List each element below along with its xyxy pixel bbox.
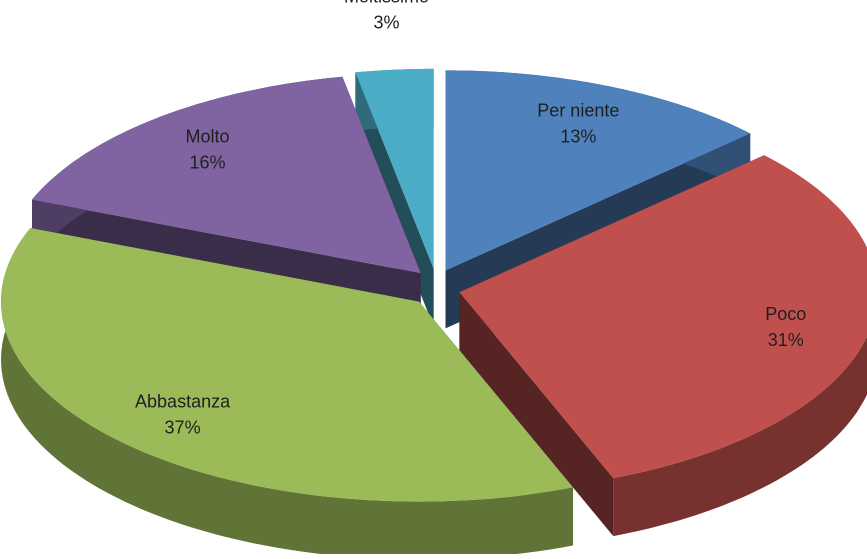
slice-value-label: 37%: [165, 417, 201, 437]
slice: [445, 70, 751, 271]
slice-label: Moltissimo: [344, 0, 429, 7]
slice-value-label: 16%: [190, 153, 226, 173]
slice: [355, 68, 434, 269]
slice: [459, 155, 867, 479]
slice: [32, 76, 421, 274]
slice-label: Molto: [186, 127, 230, 147]
slice-label: Per niente: [537, 100, 619, 120]
slice-value-label: 31%: [768, 330, 804, 350]
slice-side: [459, 292, 614, 537]
slice-value-label: 13%: [560, 126, 596, 146]
slice-label: Abbastanza: [135, 391, 231, 411]
slice-wall: [1, 228, 573, 559]
slice-wall: [613, 155, 867, 537]
slice-value-label: 3%: [374, 13, 400, 33]
slice-label: Poco: [765, 304, 806, 324]
slice: [1, 228, 573, 502]
